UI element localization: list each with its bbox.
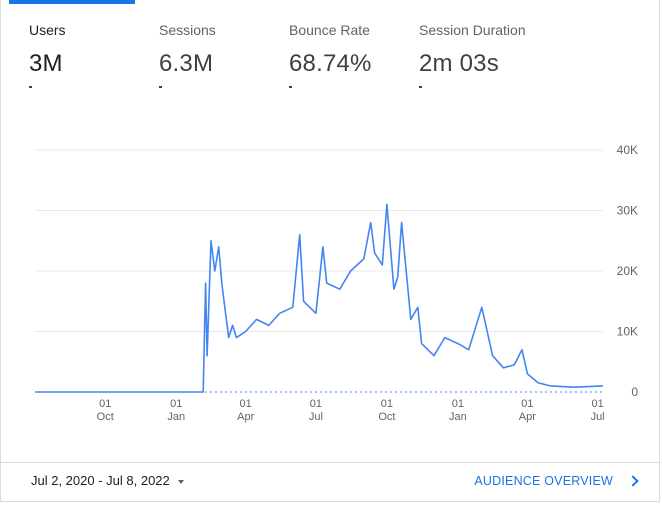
x-tick-month: Jan [167,411,185,423]
x-tick-day: 01 [99,398,111,410]
x-tick-month: Apr [519,411,536,423]
y-tick-label: 30K [617,204,638,218]
metric-value: 3M [29,50,63,77]
footer-divider [1,462,661,463]
y-tick-label: 10K [617,325,638,339]
x-tick-month: Jul [591,411,605,423]
metric-value: 2m 03s [419,50,499,77]
metric-label: Sessions [159,22,216,38]
y-tick-label: 20K [617,264,638,278]
x-tick-day: 01 [452,398,464,410]
y-tick-label: 0 [631,385,638,399]
audience-overview-label: AUDIENCE OVERVIEW [474,474,613,488]
x-tick-day: 01 [240,398,252,410]
x-tick-day: 01 [381,398,393,410]
chevron-right-icon [627,475,639,487]
metric-delta-dash [159,86,162,88]
x-tick-month: Oct [97,411,114,423]
metric-label: Bounce Rate [289,22,370,38]
date-range-label: Jul 2, 2020 - Jul 8, 2022 [31,473,170,488]
metric-label: Session Duration [419,22,526,38]
date-range-selector[interactable]: Jul 2, 2020 - Jul 8, 2022 [31,473,184,488]
y-tick-label: 40K [617,143,638,157]
x-tick-day: 01 [521,398,533,410]
audience-overview-link[interactable]: AUDIENCE OVERVIEW [474,474,639,488]
users-series-line [35,203,604,393]
metric-label: Users [29,22,66,38]
metric-value: 68.74% [289,50,372,77]
metric-delta-dash [29,86,32,88]
x-tick-month: Apr [237,411,254,423]
caret-down-icon [177,479,184,484]
metric-delta-dash [289,86,292,88]
x-tick-month: Jul [309,411,323,423]
x-tick-month: Jan [449,411,467,423]
x-tick-day: 01 [591,398,603,410]
x-tick-day: 01 [170,398,182,410]
metric-value: 6.3M [159,50,214,77]
x-tick-day: 01 [310,398,322,410]
x-tick-month: Oct [378,411,395,423]
metric-delta-dash [419,86,422,88]
active-tab-indicator [9,0,135,4]
